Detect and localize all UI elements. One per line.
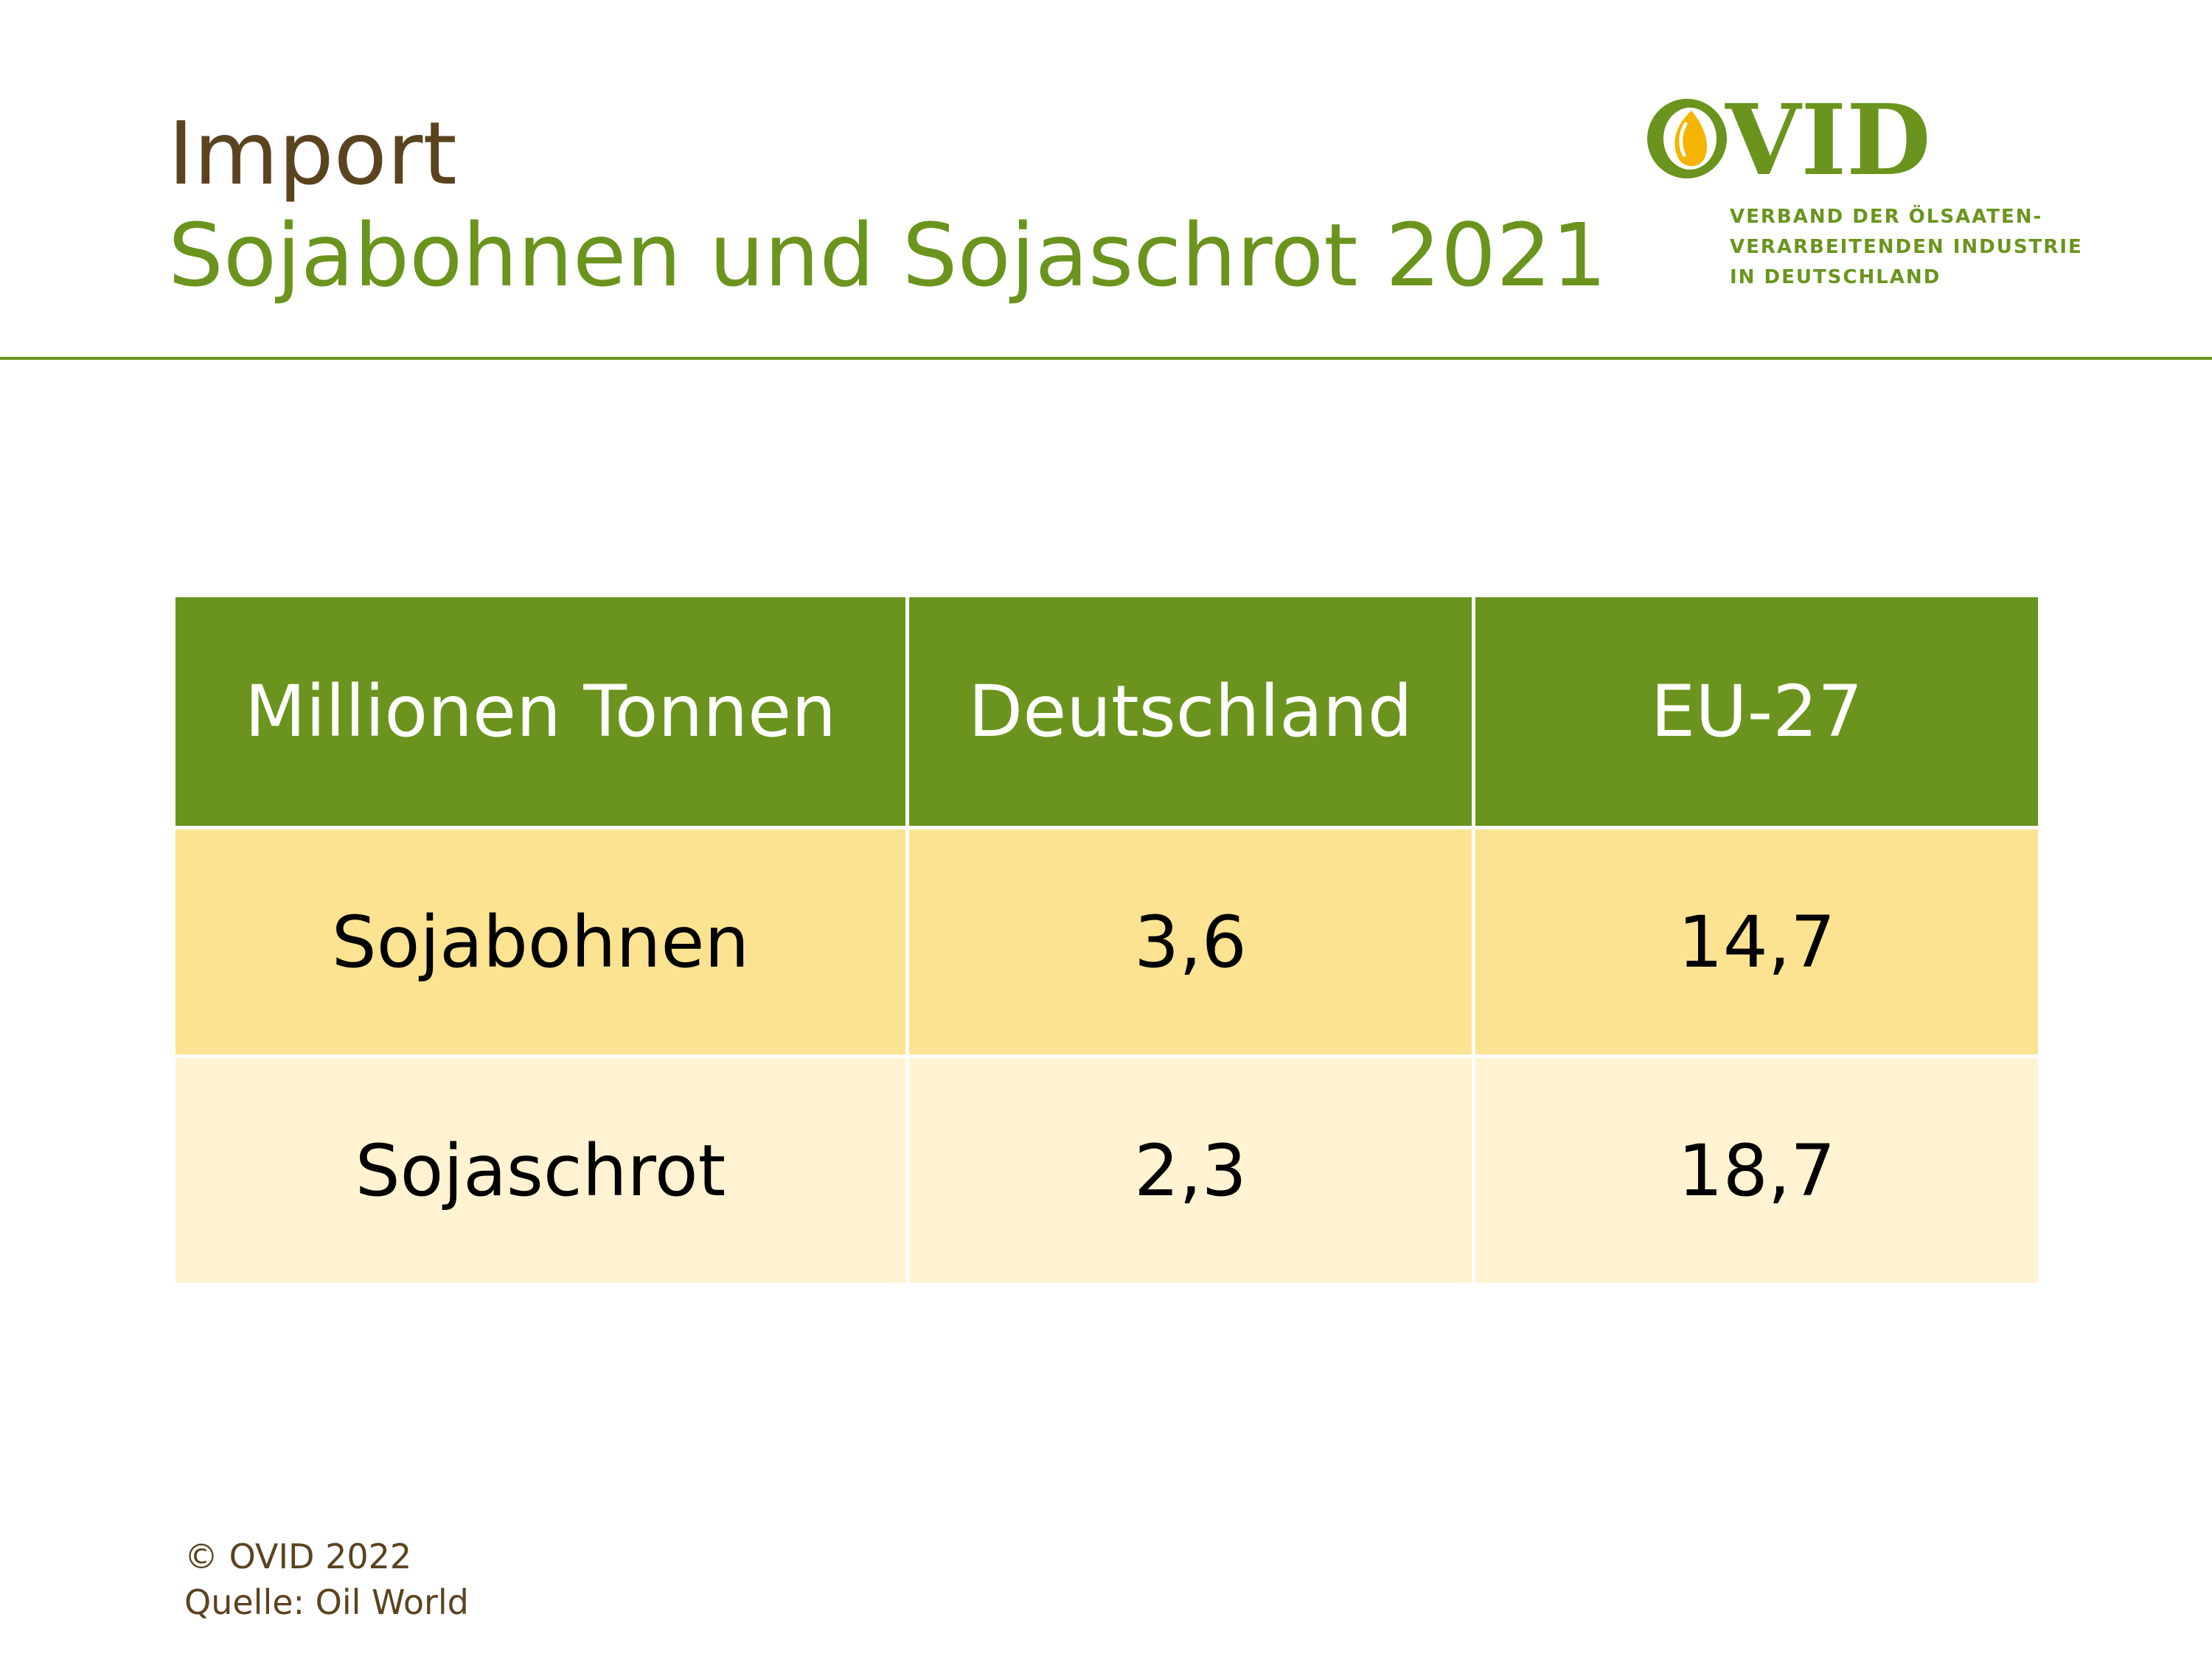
import-table: Millionen Tonnen Deutschland EU-27 Sojab… [175, 597, 2038, 1283]
cell-sojaschrot-eu27: 18,7 [1472, 1054, 2038, 1283]
cell-sojabohnen-deutschland: 3,6 [905, 826, 1472, 1054]
cell-sojaschrot-deutschland: 2,3 [905, 1054, 1472, 1283]
logo-wordmark-text: VID [1725, 91, 1931, 187]
row-label-sojabohnen: Sojabohnen [175, 826, 905, 1054]
page-title: Import [168, 102, 457, 204]
header-divider [0, 357, 2212, 360]
cell-sojabohnen-eu27: 14,7 [1472, 826, 2038, 1054]
copyright-text: © OVID 2022 [184, 1537, 412, 1576]
logo-tagline-line: VERBAND DER ÖLSAATEN- [1730, 206, 2043, 228]
logo-tagline: VERBAND DER ÖLSAATEN- VERARBEITENDEN IND… [1730, 202, 2083, 293]
page-subtitle: Sojabohnen und Sojaschrot 2021 [168, 204, 1607, 306]
footer: © OVID 2022 Quelle: Oil World [184, 1534, 469, 1625]
ovid-logo: VID VERBAND DER ÖLSAATEN- VERARBEITENDEN… [1643, 91, 2085, 305]
table-row: Sojaschrot 2,3 18,7 [175, 1054, 2038, 1283]
source-text: Quelle: Oil World [184, 1582, 469, 1622]
row-label-sojaschrot: Sojaschrot [175, 1054, 905, 1283]
column-header-eu27: EU-27 [1472, 597, 2038, 826]
ovid-wordmark: VID [1647, 91, 1931, 187]
table-header-row: Millionen Tonnen Deutschland EU-27 [175, 597, 2038, 826]
table-row: Sojabohnen 3,6 14,7 [175, 826, 2038, 1054]
column-header-deutschland: Deutschland [905, 597, 1472, 826]
logo-tagline-line: VERARBEITENDEN INDUSTRIE [1730, 236, 2083, 258]
logo-tagline-line: IN DEUTSCHLAND [1730, 266, 1941, 288]
column-header-unit: Millionen Tonnen [175, 597, 905, 826]
